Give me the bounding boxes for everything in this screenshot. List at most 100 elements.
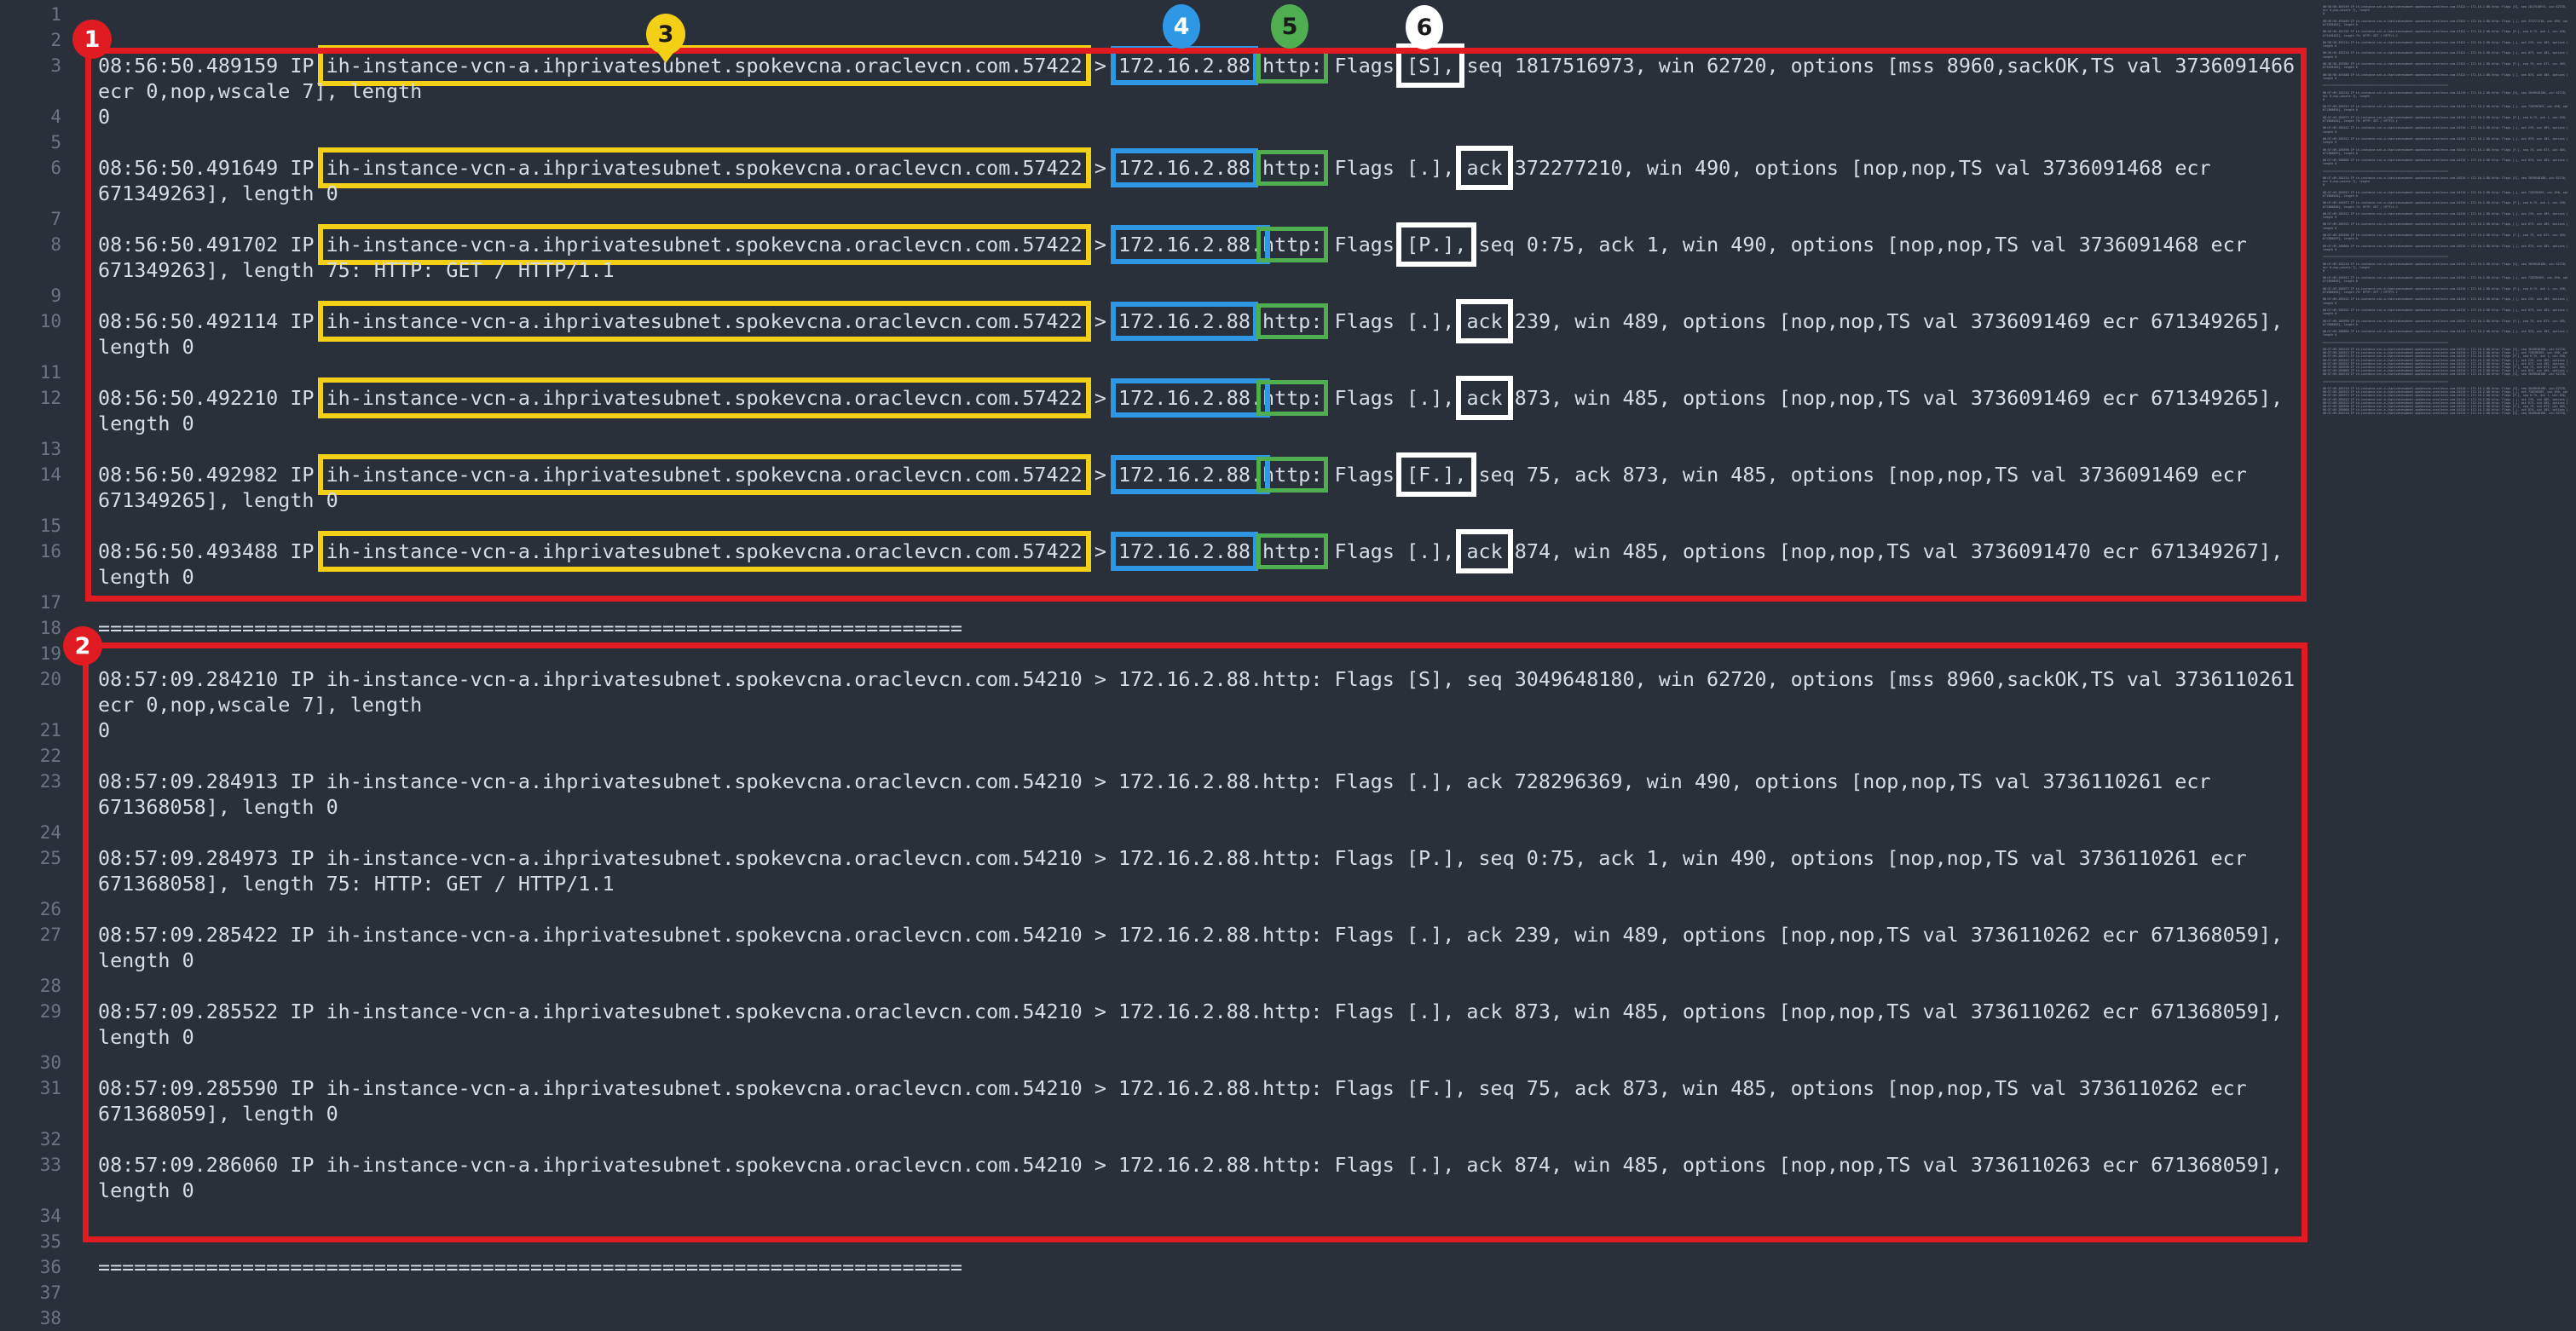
code-text: 08:56:50.491702 IP ih-instance-vcn-a.ihp… <box>98 222 2247 267</box>
code-row[interactable]: length 0 <box>0 1024 2319 1050</box>
line-number[interactable]: 28 <box>39 976 61 996</box>
code-row[interactable]: 29 08:57:09.285522 IP ih-instance-vcn-a.i… <box>0 999 2319 1024</box>
code-row[interactable]: 9 <box>0 283 2319 308</box>
line-number[interactable]: 20 <box>39 669 61 689</box>
code-row[interactable]: 671349263], length 0 <box>0 181 2319 206</box>
code-row[interactable]: length 0 <box>0 411 2319 436</box>
line-number[interactable]: 21 <box>39 720 61 740</box>
line-number[interactable]: 15 <box>39 516 61 536</box>
code-row[interactable]: length 0 <box>0 1178 2319 1203</box>
code-row[interactable]: 11 <box>0 360 2319 385</box>
code-row[interactable]: 20 08:57:09.284210 IP ih-instance-vcn-a.i… <box>0 666 2319 692</box>
code-row[interactable]: 16 08:56:50.493488 IP ih-instance-vcn-a.i… <box>0 529 2319 573</box>
code-row[interactable]: 35 <box>0 1229 2319 1254</box>
line-number[interactable]: 1 <box>50 4 61 25</box>
line-number[interactable]: 35 <box>39 1231 61 1252</box>
code-row[interactable]: 6 08:56:50.491649 IP ih-instance-vcn-a.ih… <box>0 146 2319 190</box>
code-row[interactable]: 7 <box>0 206 2319 232</box>
line-number[interactable]: 26 <box>39 899 61 919</box>
code-row[interactable]: 13 <box>0 436 2319 462</box>
code-row[interactable]: 30 <box>0 1050 2319 1075</box>
code-row[interactable]: 27 08:57:09.285422 IP ih-instance-vcn-a.i… <box>0 922 2319 948</box>
line-number[interactable]: 25 <box>39 848 61 868</box>
code-row[interactable]: 2 <box>0 27 2319 53</box>
code-row[interactable]: 38 <box>0 1305 2319 1331</box>
code-row[interactable]: 12 08:56:50.492210 IP ih-instance-vcn-a.i… <box>0 376 2319 420</box>
line-number[interactable]: 14 <box>39 464 61 485</box>
code-row[interactable]: 28 <box>0 973 2319 999</box>
line-number[interactable]: 16 <box>39 541 61 562</box>
line-number[interactable]: 22 <box>39 746 61 766</box>
line-number[interactable]: 12 <box>39 388 61 408</box>
minimap-line: 0 <box>2323 97 2325 101</box>
code-row[interactable]: 21 0 <box>0 717 2319 743</box>
line-number[interactable]: 37 <box>39 1282 61 1303</box>
code-row[interactable]: ecr 0,nop,wscale 7], length <box>0 78 2319 104</box>
line-number[interactable]: 19 <box>39 643 61 664</box>
line-number[interactable]: 9 <box>50 285 61 306</box>
code-row[interactable]: 32 <box>0 1126 2319 1152</box>
minimap-line: length 0 <box>2323 333 2337 337</box>
line-number[interactable]: 36 <box>39 1257 61 1277</box>
code-row[interactable]: 33 08:57:09.286060 IP ih-instance-vcn-a.i… <box>0 1152 2319 1178</box>
line-number[interactable]: 27 <box>39 925 61 945</box>
code-row[interactable]: 19 <box>0 641 2319 666</box>
minimap-line: 671349263], length 75: HTTP: GET / HTTP/… <box>2323 33 2398 37</box>
code-row[interactable]: length 0 <box>0 564 2319 590</box>
code-row[interactable]: 671349265], length 0 <box>0 487 2319 513</box>
line-number[interactable]: 11 <box>39 362 61 383</box>
line-number[interactable]: 34 <box>39 1206 61 1226</box>
code-row[interactable]: 23 08:57:09.284913 IP ih-instance-vcn-a.i… <box>0 769 2319 794</box>
code-row[interactable]: 18 ======================================… <box>0 615 2319 641</box>
line-number[interactable]: 31 <box>39 1078 61 1098</box>
code-row[interactable]: 36 ======================================… <box>0 1254 2319 1280</box>
minimap-line: 08:57:09.285522 IP ih-instance-vcn-a.ihp… <box>2323 400 2567 405</box>
code-row[interactable]: 5 <box>0 130 2319 155</box>
line-number[interactable]: 5 <box>50 132 61 153</box>
minimap-line: 08:57:09.284973 IP ih-instance-vcn-a.ihp… <box>2323 354 2567 359</box>
code-row[interactable]: 671349263], length 75: HTTP: GET / HTTP/… <box>0 257 2319 283</box>
line-number[interactable]: 38 <box>39 1308 61 1328</box>
minimap-line: 08:57:09.284913 IP ih-instance-vcn-a.ihp… <box>2323 351 2567 355</box>
code-row[interactable]: 25 08:57:09.284973 IP ih-instance-vcn-a.i… <box>0 845 2319 871</box>
code-row[interactable]: 671368059], length 0 <box>0 1101 2319 1126</box>
line-number[interactable]: 17 <box>39 592 61 613</box>
line-number[interactable]: 10 <box>39 311 61 331</box>
code-row[interactable]: 26 <box>0 896 2319 922</box>
line-number[interactable]: 13 <box>39 439 61 459</box>
line-number[interactable]: 32 <box>39 1129 61 1150</box>
code-row[interactable]: 37 <box>0 1280 2319 1305</box>
code-row[interactable]: 1 <box>0 2 2319 27</box>
line-number[interactable]: 7 <box>50 209 61 229</box>
code-row[interactable]: 31 08:57:09.285590 IP ih-instance-vcn-a.i… <box>0 1075 2319 1101</box>
line-number[interactable]: 4 <box>50 107 61 127</box>
line-number[interactable]: 2 <box>50 30 61 50</box>
code-row[interactable]: 34 <box>0 1203 2319 1229</box>
line-number[interactable]: 24 <box>39 822 61 843</box>
minimap[interactable]: 08:56:50.489159 IP ih-instance-vcn-a.ihp… <box>2323 5 2567 1317</box>
line-number[interactable]: 33 <box>39 1155 61 1175</box>
line-number[interactable]: 6 <box>50 158 61 178</box>
code-row[interactable]: 10 08:56:50.492114 IP ih-instance-vcn-a.i… <box>0 299 2319 343</box>
line-number[interactable]: 3 <box>50 55 61 76</box>
line-number[interactable]: 30 <box>39 1052 61 1073</box>
code-row[interactable]: 3 08:56:50.489159 IP ih-instance-vcn-a.ih… <box>0 43 2319 88</box>
code-row[interactable]: 671368058], length 0 <box>0 794 2319 820</box>
line-number[interactable]: 18 <box>39 618 61 638</box>
code-row[interactable]: ecr 0,nop,wscale 7], length <box>0 692 2319 717</box>
line-number[interactable]: 23 <box>39 771 61 792</box>
code-row[interactable]: 22 <box>0 743 2319 769</box>
line-number[interactable]: 8 <box>50 234 61 255</box>
code-row[interactable]: 17 <box>0 590 2319 615</box>
code-row[interactable]: length 0 <box>0 334 2319 360</box>
code-row[interactable]: length 0 <box>0 948 2319 973</box>
code-row[interactable]: 24 <box>0 820 2319 845</box>
code-row[interactable]: 8 08:56:50.491702 IP ih-instance-vcn-a.ih… <box>0 222 2319 267</box>
code-row[interactable]: 671368058], length 75: HTTP: GET / HTTP/… <box>0 871 2319 896</box>
line-number[interactable]: 29 <box>39 1001 61 1022</box>
code-row[interactable]: 14 08:56:50.492982 IP ih-instance-vcn-a.i… <box>0 452 2319 497</box>
code-row[interactable]: 15 <box>0 513 2319 539</box>
http-port-highlight: http: <box>1256 227 1329 262</box>
